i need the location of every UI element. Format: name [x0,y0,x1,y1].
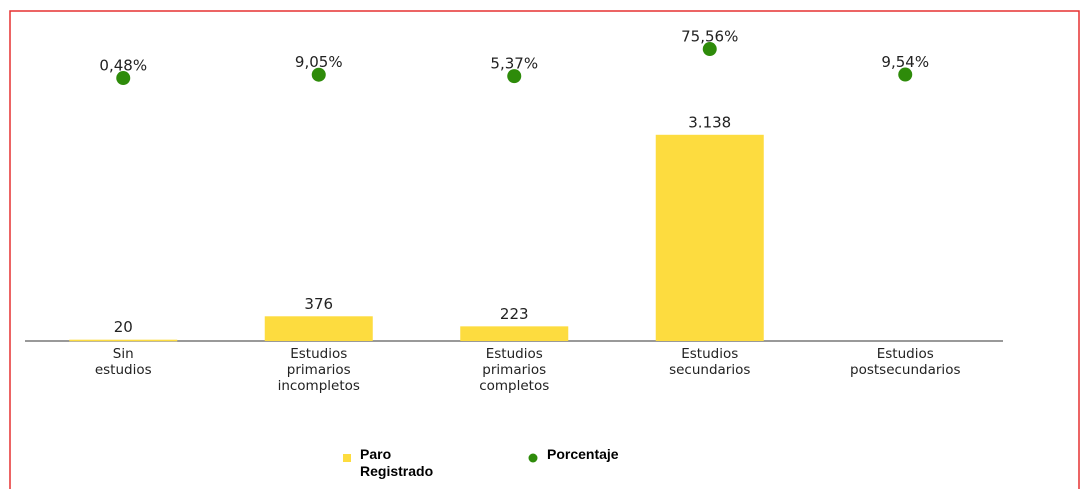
x-tick-label: Estudios postsecundarios [850,346,960,378]
bar [69,339,178,342]
legend-label: Paro Registrado [360,446,433,479]
bar [264,316,373,341]
bar [460,326,569,341]
point-value-label: 5,37% [490,55,538,73]
bar-value-label: 3.138 [688,113,731,131]
point [507,69,522,84]
point [898,67,913,82]
bar-value-label: 20 [114,318,133,336]
frame [9,10,1080,489]
point-value-label: 75,56% [681,28,738,46]
point-value-label: 9,05% [295,53,343,71]
x-tick-label: Estudios primarios completos [479,346,549,394]
x-tick-label: Sin estudios [95,346,152,378]
bar-value-label: 223 [500,305,529,323]
bar-value-label: 376 [304,295,333,313]
legend-swatch [343,454,351,462]
point [702,42,717,57]
x-tick-label: Estudios secundarios [669,346,750,378]
point-value-label: 0,48% [99,57,147,75]
point [311,67,326,82]
legend-swatch [528,453,538,463]
point-value-label: 9,54% [881,53,929,71]
point [116,71,131,86]
x-tick-label: Estudios primarios incompletos [278,346,360,394]
bar [655,134,764,341]
legend-label: Porcentaje [547,446,619,462]
